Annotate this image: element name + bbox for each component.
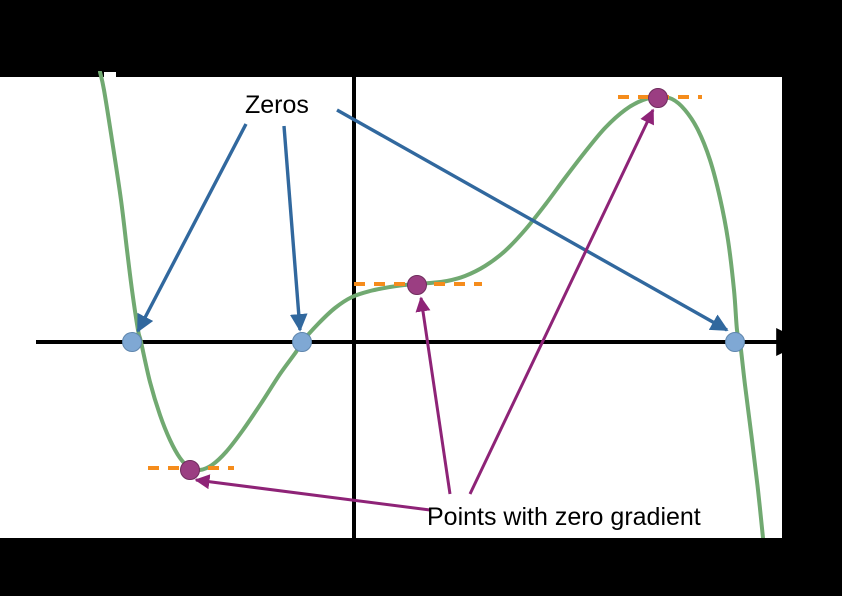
panel-top-notch — [104, 72, 116, 78]
stationary-marker-saddle-inflection — [407, 275, 427, 295]
zeros-arrow-1 — [136, 123, 248, 333]
stationary-points-annotation-label: Points with zero gradient — [427, 503, 701, 531]
zero-marker-zero-middle — [292, 332, 312, 352]
stationary-markers-group — [180, 88, 668, 480]
zeros-annotation-label: Zeros — [245, 91, 309, 119]
stationary-arrow-1 — [194, 474, 431, 512]
stationary-marker-local-minimum — [180, 460, 200, 480]
zeros-arrow-2 — [282, 125, 308, 332]
plot-panel — [0, 77, 782, 538]
zeros-arrow-3 — [336, 108, 729, 332]
stationary-marker-local-maximum — [648, 88, 668, 108]
zero-marker-zero-left — [122, 332, 142, 352]
zeros-markers-group — [122, 332, 745, 352]
stationary-arrow-3 — [468, 108, 655, 495]
zeros-arrows-group — [136, 108, 729, 333]
stationary-arrows-group — [194, 108, 655, 512]
zero-marker-zero-right — [725, 332, 745, 352]
stationary-arrow-2 — [415, 296, 452, 495]
